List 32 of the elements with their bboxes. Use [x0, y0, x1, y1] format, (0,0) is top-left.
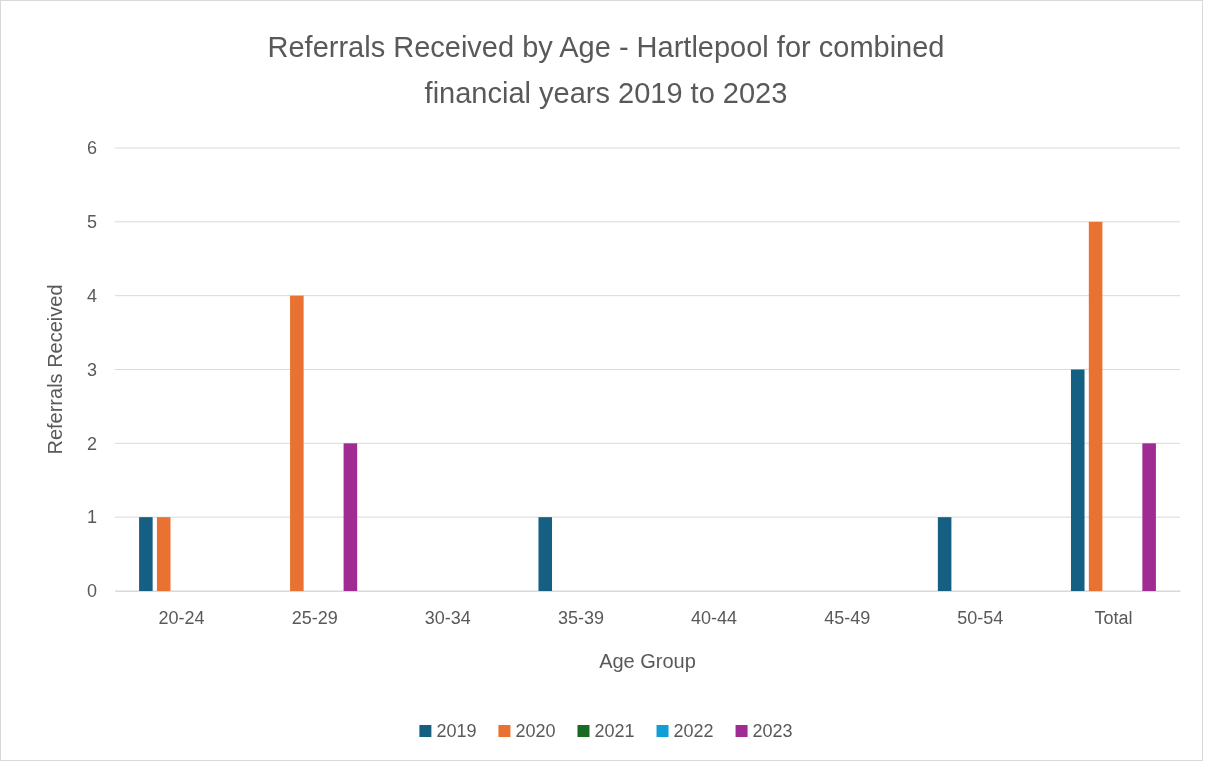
legend-label: 2023: [752, 721, 793, 741]
y-tick-label: 5: [86, 212, 97, 233]
bar: [1088, 221, 1103, 591]
bar: [139, 517, 153, 591]
bar: [1142, 443, 1156, 591]
chart-title: Referrals Received by Age - Hartlepool for combined financial years 2019 to 2023: [267, 31, 945, 109]
y-tick-label: 0: [86, 581, 97, 602]
legend-label: 2021: [594, 721, 635, 741]
bar: [1070, 369, 1085, 591]
y-tick-label: 6: [86, 138, 97, 159]
bar: [538, 517, 553, 591]
bar: [156, 517, 171, 591]
y-axis-title: Referrals Received: [44, 284, 66, 455]
x-tick-label: 30-34: [424, 607, 471, 628]
x-tick-label: 25-29: [291, 607, 338, 628]
y-tick-label: 2: [86, 433, 97, 454]
x-tick-label: Total: [1094, 607, 1133, 628]
x-tick-label: 35-39: [557, 607, 604, 628]
legend-label: 2020: [515, 721, 556, 741]
legend-label: 2022: [673, 721, 714, 741]
x-tick-label: 50-54: [957, 607, 1004, 628]
y-tick-label: 3: [86, 359, 97, 380]
x-tick-label: 45-49: [824, 607, 871, 628]
y-tick-label: 4: [86, 285, 97, 306]
legend-label: 2019: [436, 721, 477, 741]
bar: [937, 517, 952, 591]
bar: [290, 295, 304, 591]
y-tick-label: 1: [86, 507, 97, 528]
x-tick-label: 40-44: [691, 607, 738, 628]
x-axis-title: Age Group: [599, 650, 696, 672]
x-tick-label: 20-24: [158, 607, 205, 628]
bar: [343, 443, 358, 591]
